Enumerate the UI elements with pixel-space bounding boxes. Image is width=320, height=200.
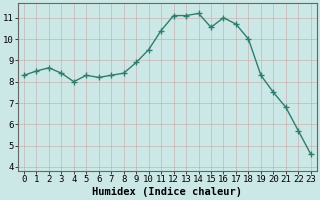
X-axis label: Humidex (Indice chaleur): Humidex (Indice chaleur) (92, 187, 242, 197)
